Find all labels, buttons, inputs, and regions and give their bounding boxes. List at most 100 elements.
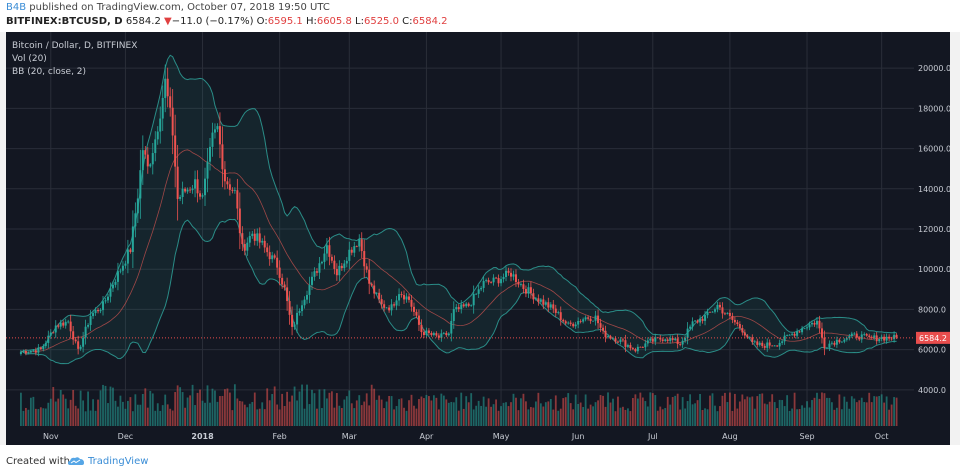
candle-body — [52, 332, 55, 334]
volume-bar — [631, 397, 634, 426]
volume-bar — [169, 408, 172, 426]
candle-body — [395, 300, 398, 306]
volume-bar — [191, 384, 194, 426]
volume-bar — [166, 404, 169, 426]
price-change: −11.0 (−0.17%) — [171, 16, 254, 27]
candle-body — [363, 251, 366, 267]
candle-body — [763, 345, 766, 348]
candle-body — [432, 333, 435, 335]
price-chart[interactable]: 6584.2 4000.0 6000.0 8000.0 10000.0 12000.0 14… — [6, 32, 950, 445]
candle-body — [758, 342, 761, 345]
legend-bollinger[interactable]: BB (20, close, 2) — [12, 67, 87, 77]
volume-bar — [671, 397, 674, 426]
volume-bar — [224, 389, 226, 426]
publish-line: B4B published on TradingView.com, Octobe… — [6, 2, 330, 13]
candle-body — [134, 213, 137, 227]
candle-body — [121, 265, 124, 271]
volume-bar — [20, 392, 22, 426]
candle-body — [731, 315, 734, 320]
candle-body — [196, 179, 199, 194]
volume-bar — [786, 395, 789, 426]
volume-bar — [788, 410, 791, 426]
candle-body — [422, 332, 425, 335]
candle-body — [42, 346, 45, 350]
volume-bar — [303, 408, 306, 426]
volume-bar — [49, 398, 52, 426]
volume-bar — [798, 409, 801, 426]
candle-body — [355, 246, 358, 247]
candle-body — [94, 310, 97, 314]
volume-bar — [472, 409, 475, 426]
volume-bar — [731, 410, 734, 426]
candle-body — [89, 316, 92, 325]
tradingview-link[interactable]: TradingView — [88, 456, 149, 467]
candle-body — [291, 314, 294, 327]
candle-body — [870, 336, 873, 338]
candle-body — [74, 339, 77, 342]
low-value: 6525.0 — [363, 16, 399, 27]
volume-bar — [482, 396, 485, 426]
volume-bar — [741, 394, 744, 426]
candle-body — [131, 226, 134, 252]
volume-bar — [485, 406, 488, 426]
volume-bar — [487, 398, 490, 426]
low-label: L: — [355, 16, 364, 27]
candle-body — [825, 347, 828, 349]
volume-bar — [607, 392, 609, 426]
candle-body — [845, 338, 848, 340]
chart-canvas[interactable]: 6584.2 4000.0 6000.0 8000.0 10000.0 12000.0 14… — [6, 32, 950, 445]
candle-body — [594, 315, 597, 321]
candle-body — [544, 302, 547, 305]
candle-body — [383, 304, 386, 308]
volume-bar — [176, 385, 179, 426]
candle-body — [470, 305, 473, 307]
candle-body — [694, 320, 697, 322]
candle-body — [370, 283, 373, 286]
volume-bar — [733, 393, 736, 426]
volume-bar — [25, 407, 27, 426]
candle-body — [848, 336, 851, 339]
volume-bar — [87, 391, 89, 426]
volume-bar — [833, 409, 836, 426]
volume-bar — [783, 406, 786, 426]
candle-body — [796, 331, 799, 336]
volume-bar — [316, 408, 318, 426]
candle-body — [154, 139, 157, 154]
volume-bar — [480, 405, 483, 426]
legend-volume[interactable]: Vol (20) — [12, 54, 47, 64]
volume-bar — [850, 396, 853, 426]
candle-body — [320, 261, 323, 264]
author-link[interactable]: B4B — [6, 2, 27, 13]
volume-bar — [505, 402, 507, 426]
candle-body — [609, 336, 612, 339]
volume-bar — [694, 403, 696, 426]
candle-body — [191, 188, 194, 191]
volume-bar — [848, 408, 851, 426]
volume-bar — [467, 402, 470, 426]
volume-bar — [22, 410, 25, 426]
volume-bar — [62, 394, 65, 426]
candle-body — [440, 333, 443, 338]
volume-bar — [333, 407, 336, 426]
volume-bar — [701, 409, 704, 426]
candle-body — [306, 294, 309, 300]
volume-bar — [171, 410, 174, 426]
volume-bar — [288, 401, 291, 426]
volume-bar — [520, 398, 522, 426]
candle-body — [890, 338, 893, 340]
candle-body — [380, 299, 383, 305]
candle-body — [32, 350, 35, 352]
volume-bar — [584, 394, 587, 426]
close-value: 6584.2 — [412, 16, 448, 27]
candle-body — [201, 195, 204, 197]
candle-body — [711, 311, 714, 313]
volume-bar — [258, 408, 261, 426]
volume-bar — [773, 402, 776, 426]
volume-bar — [704, 408, 706, 426]
candle-body — [164, 78, 167, 98]
candle-body — [806, 327, 809, 329]
candle-body — [840, 341, 843, 343]
volume-bar — [246, 407, 249, 426]
candle-body — [743, 332, 746, 336]
volume-bar — [888, 409, 891, 426]
